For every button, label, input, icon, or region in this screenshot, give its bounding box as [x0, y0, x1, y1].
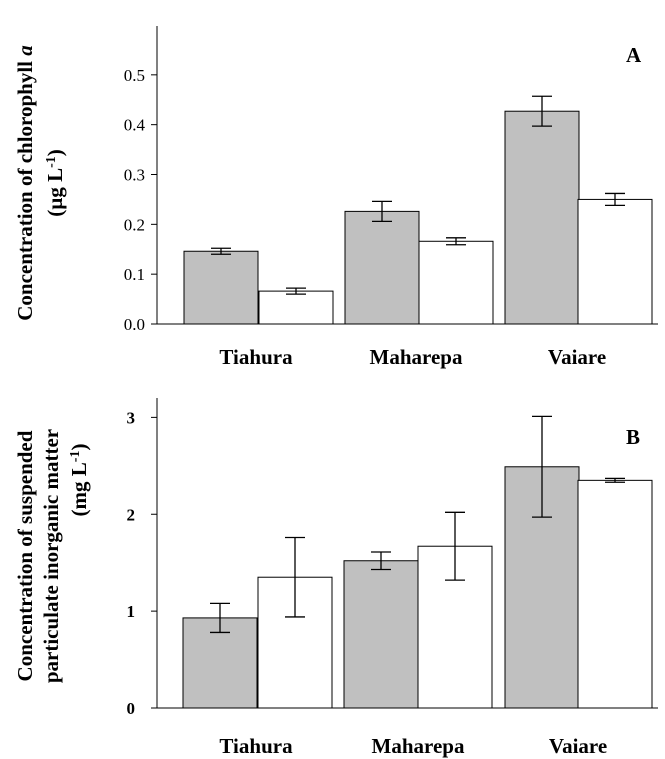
panel-a-category-labels: Tiahura Maharepa Vaiare [219, 345, 606, 369]
y-tick-label: 0.5 [124, 66, 145, 85]
panel-b-letter: B [626, 425, 640, 449]
bar-tiahura-series-2 [258, 290, 334, 325]
chart-panel-a: Concentration of chlorophyll a (µg L-1) … [13, 26, 658, 369]
error-bar-maharepa-series-1 [372, 200, 392, 222]
bar-maharepa-series-1 [344, 210, 420, 325]
error-bar-vaiare-series-2 [605, 192, 625, 207]
panel-b-bars [182, 466, 653, 709]
error-bar-vaiare-series-2 [605, 477, 625, 483]
panel-a-bars [183, 110, 653, 325]
panel-b-ylabel-line1: Concentration of suspended [13, 430, 37, 681]
error-bar-vaiare-series-1 [532, 415, 552, 518]
y-tick-label: 0.4 [124, 116, 146, 135]
error-bar-maharepa-series-2 [445, 511, 465, 581]
error-bar-tiahura-series-2 [285, 536, 305, 618]
bar-maharepa-series-2 [418, 240, 494, 325]
bar-maharepa-series-1 [343, 560, 419, 709]
panel-a-error-bars [211, 95, 625, 295]
category-label-vaiare: Vaiare [549, 734, 607, 758]
error-bar-maharepa-series-1 [371, 551, 391, 571]
category-label-vaiare: Vaiare [548, 345, 606, 369]
error-bar-maharepa-series-2 [446, 237, 466, 246]
panel-a-y-ticks: 0.0 0.1 0.2 0.3 0.4 0.5 [124, 66, 157, 334]
bar-vaiare-series-1 [504, 110, 580, 325]
y-tick-label: 0.2 [124, 215, 145, 234]
panel-b-y-ticks: 0 1 2 3 [127, 408, 157, 718]
chart-panel-b: Concentration of suspended particulate i… [13, 398, 658, 758]
panel-b-category-labels: Tiahura Maharepa Vaiare [219, 734, 607, 758]
y-tick-label: 3 [127, 408, 136, 427]
panel-a-ylabel-line1: Concentration of chlorophyll a [13, 45, 37, 321]
error-bar-vaiare-series-1 [532, 95, 552, 127]
error-bar-tiahura-series-2 [286, 287, 306, 295]
category-label-maharepa: Maharepa [372, 734, 465, 758]
y-tick-label: 0 [127, 699, 136, 718]
panel-a-ylabel-line2: (µg L-1) [43, 149, 67, 217]
panel-b-ylabel-line3: (mg L-1) [67, 444, 91, 517]
y-tick-label: 0.0 [124, 315, 145, 334]
category-label-maharepa: Maharepa [370, 345, 463, 369]
panel-a-letter: A [626, 43, 642, 67]
panel-b-ylabel-line2: particulate inorganic matter [39, 429, 63, 683]
panel-b-error-bars [210, 415, 625, 634]
error-bar-tiahura-series-1 [211, 247, 231, 255]
bar-tiahura-series-1 [183, 250, 259, 325]
bar-vaiare-series-2 [577, 479, 653, 709]
category-label-tiahura: Tiahura [219, 345, 293, 369]
y-tick-label: 0.1 [124, 265, 145, 284]
category-label-tiahura: Tiahura [219, 734, 293, 758]
y-tick-label: 1 [127, 602, 136, 621]
bar-vaiare-series-2 [577, 198, 653, 325]
y-tick-label: 0.3 [124, 166, 145, 185]
y-tick-label: 2 [127, 505, 136, 524]
error-bar-tiahura-series-1 [210, 602, 230, 634]
